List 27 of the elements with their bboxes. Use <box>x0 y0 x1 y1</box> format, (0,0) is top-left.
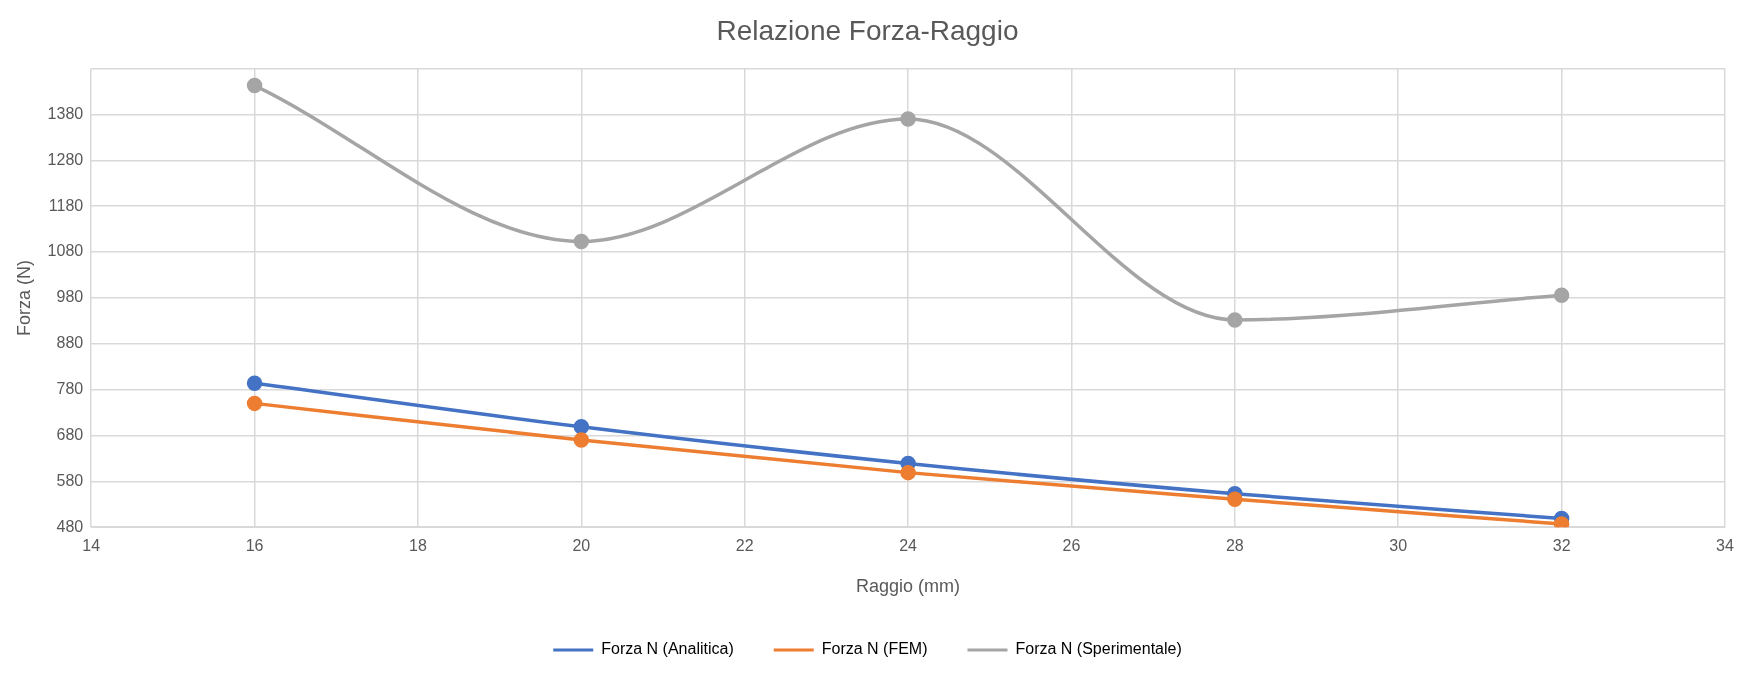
chart-title: Relazione Forza-Raggio <box>716 14 1019 46</box>
y-tick-label: 1180 <box>48 196 84 214</box>
x-tick-label: 32 <box>1552 537 1571 555</box>
y-tick-label: 580 <box>56 471 84 489</box>
y-tick-label: 1380 <box>47 104 84 122</box>
x-tick-label: 34 <box>1716 537 1734 555</box>
x-tick-label: 20 <box>572 537 591 555</box>
legend-label: Forza N (FEM) <box>821 640 928 658</box>
x-tick-label: 18 <box>409 537 427 555</box>
x-tick-label: 24 <box>899 537 918 555</box>
x-tick-label: 26 <box>1062 537 1081 555</box>
y-tick-label: 980 <box>56 288 84 306</box>
y-tick-label: 1280 <box>47 150 84 168</box>
x-tick-label: 16 <box>245 537 264 555</box>
x-axis-title: Raggio (mm) <box>856 576 961 597</box>
legend-label: Forza N (Sperimentale) <box>1015 640 1182 658</box>
y-tick-label: 880 <box>56 334 84 352</box>
x-tick-label: 22 <box>735 537 754 555</box>
x-tick-label: 28 <box>1225 537 1244 555</box>
y-tick-label: 780 <box>56 380 84 398</box>
y-tick-label: 480 <box>56 517 84 535</box>
y-tick-label: 1080 <box>47 242 84 260</box>
y-tick-label: 680 <box>56 425 84 443</box>
x-tick-label: 14 <box>82 537 101 555</box>
x-tick-label: 30 <box>1389 537 1408 555</box>
legend-label: Forza N (Analitica) <box>601 640 734 658</box>
y-axis-title: Forza (N) <box>13 259 34 336</box>
